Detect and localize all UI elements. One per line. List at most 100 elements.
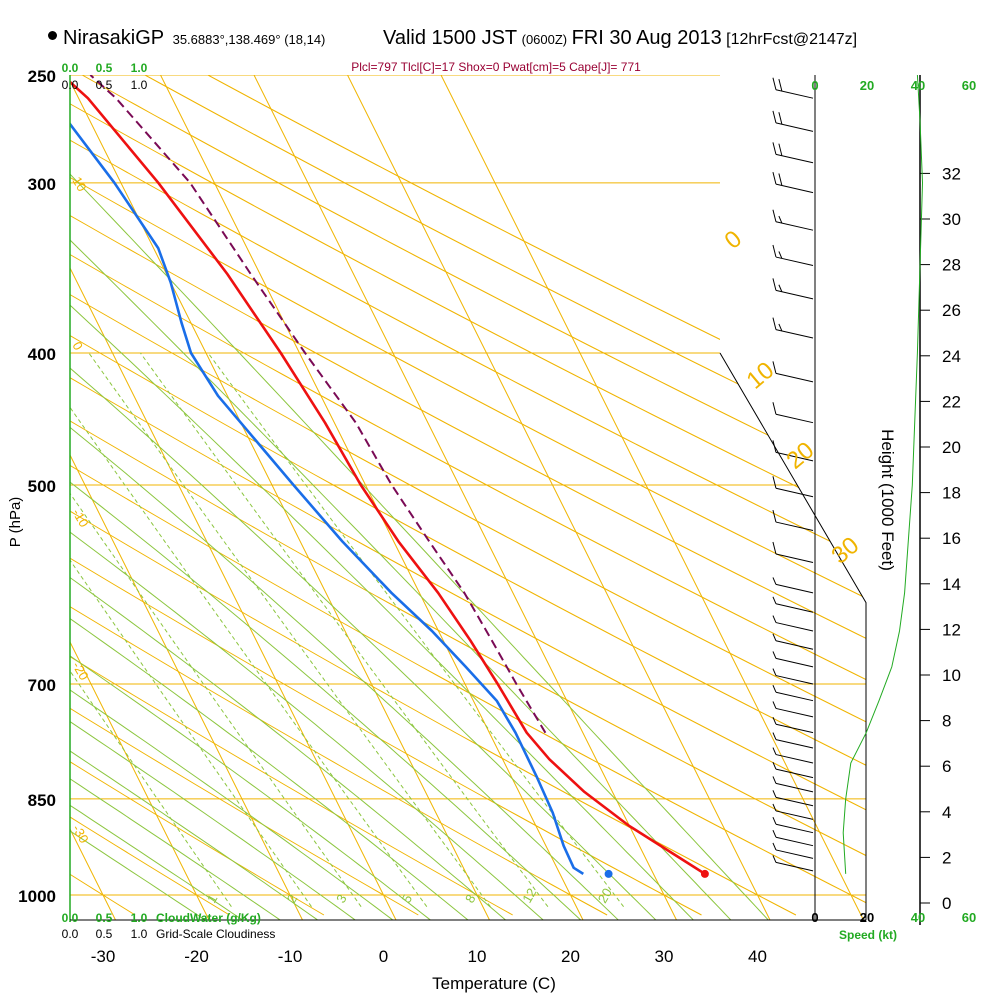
height-tick-label: 12 — [942, 620, 961, 639]
wind-barb — [772, 172, 814, 194]
wind-barb-shaft — [775, 329, 814, 339]
chart-header: NirasakiGP 35.6883°,138.469° (18,14) — [48, 27, 325, 50]
wind-barb — [772, 577, 814, 594]
height-tick-label: 10 — [942, 666, 961, 685]
moist-adiabat-line — [70, 75, 212, 920]
dry-adiabat-line — [207, 75, 866, 916]
isotherm-line — [70, 75, 303, 920]
wind-barb-shaft — [775, 289, 814, 300]
height-tick-label: 20 — [942, 438, 961, 457]
wind-barb — [772, 596, 814, 613]
isotherm-right-label: 20 — [782, 437, 820, 475]
wind-barb-shaft — [775, 810, 814, 820]
x-tick-label: 20 — [561, 947, 580, 966]
mixing-ratio-line — [207, 352, 624, 908]
pressure-tick-label: 400 — [28, 345, 56, 364]
wind-barb-flag — [772, 402, 777, 415]
wind-barb — [772, 747, 814, 764]
height-tick-label: 26 — [942, 301, 961, 320]
dry-adiabat-line — [144, 75, 866, 916]
wind-barb-flag — [772, 855, 777, 863]
pressure-tick-label: 700 — [28, 676, 56, 695]
wind-barb-flag — [772, 77, 777, 90]
isotherm-line — [160, 75, 584, 920]
wind-barb-flag — [772, 541, 777, 555]
moist-adiabat-line — [70, 75, 661, 920]
x-tick-label: 10 — [468, 947, 487, 966]
wind-barb — [772, 541, 814, 563]
wind-barb-flag — [772, 615, 777, 623]
wind-barb-flag — [772, 440, 777, 453]
wind-barb-flag — [778, 251, 783, 259]
mixing-ratio-label: 3 — [333, 892, 350, 906]
dry-adiabat-line — [70, 75, 513, 916]
wind-barb — [772, 142, 814, 164]
height-tick-label: 28 — [942, 256, 961, 275]
dry-adiabat-line — [70, 75, 866, 916]
mixing-ratio-label: 20 — [595, 886, 615, 906]
wind-barb-shaft — [775, 723, 814, 734]
wind-barb-flag — [772, 317, 777, 330]
grid-clip — [70, 75, 866, 920]
wind-barb — [772, 651, 814, 668]
series-line-0 — [70, 75, 706, 875]
isotherm-line — [347, 75, 771, 920]
moist-adiabat-line — [70, 75, 586, 920]
wind-barb — [772, 855, 814, 872]
moist-adiabat-line — [70, 75, 249, 920]
x-axis-label: Temperature (C) — [432, 974, 556, 993]
wind-barb — [772, 790, 814, 807]
moist-adiabat-line — [70, 75, 399, 920]
mixing-ratio-label: 1 — [204, 892, 221, 906]
wind-speed-top-tick: 40 — [911, 78, 925, 93]
dry-adiabat-line — [70, 75, 702, 916]
isotherm-right-label: 30 — [827, 532, 865, 570]
wind-speed-bottom-tick: 40 — [911, 910, 925, 925]
wind-barb-flag — [778, 143, 783, 156]
pressure-tick-label: 1000 — [18, 887, 56, 906]
valid-time-utc: (0600Z) — [521, 32, 568, 47]
wind-barb — [772, 817, 814, 834]
wind-barb-shaft — [775, 553, 814, 563]
wind-barb-flag — [772, 732, 777, 740]
mixing-ratio-line — [139, 352, 549, 908]
wind-barb-shaft — [775, 603, 814, 613]
cloudiness-bottom-tick: 0.5 — [96, 927, 113, 941]
wind-barb-shaft — [775, 153, 814, 164]
wind-barb — [772, 317, 814, 339]
wind-barb-flag — [772, 717, 777, 725]
wind-barb-flag — [772, 747, 777, 755]
valid-time-header: Valid 1500 JST (0600Z) FRI 30 Aug 2013 [… — [383, 27, 857, 50]
wind-barb — [772, 110, 814, 132]
isotherm-label: -10 — [69, 506, 91, 530]
y-axis-label: P (hPa) — [7, 497, 24, 548]
cloudwater-bottom-tick: 0.0 — [62, 911, 79, 925]
chart-grid — [70, 75, 866, 920]
moist-adiabat-line — [70, 75, 623, 920]
wind-barb-shaft — [775, 221, 814, 231]
wind-barb-shaft — [775, 782, 814, 793]
dry-adiabat-line — [70, 75, 419, 916]
cloudwater-top-tick: 1.0 — [131, 61, 148, 75]
isotherm-label: -30 — [69, 822, 91, 846]
wind-barb-flag — [772, 596, 777, 604]
isotherm-line — [440, 75, 864, 920]
wind-barb-flag — [772, 776, 777, 784]
dry-adiabat-line — [70, 75, 866, 916]
wind-barb-flag — [772, 817, 777, 825]
isotherm-line — [70, 75, 210, 920]
wind-barb-flag — [772, 244, 777, 258]
cloudiness-bottom-tick: 0.0 — [62, 927, 79, 941]
dry-adiabat-line — [70, 75, 866, 916]
wind-barb-shaft — [775, 675, 814, 685]
wind-barb-shaft — [775, 861, 814, 872]
wind-barb-shaft — [775, 451, 814, 462]
cloudiness-top-tick: 0.0 — [62, 78, 79, 92]
wind-barb-flag — [772, 842, 777, 851]
moist-adiabat-line — [70, 75, 324, 920]
wind-barb-shaft — [775, 622, 814, 632]
moist-adiabat-line — [70, 75, 698, 920]
dry-adiabat-line — [70, 75, 866, 916]
wind-barb-flag — [772, 803, 777, 812]
